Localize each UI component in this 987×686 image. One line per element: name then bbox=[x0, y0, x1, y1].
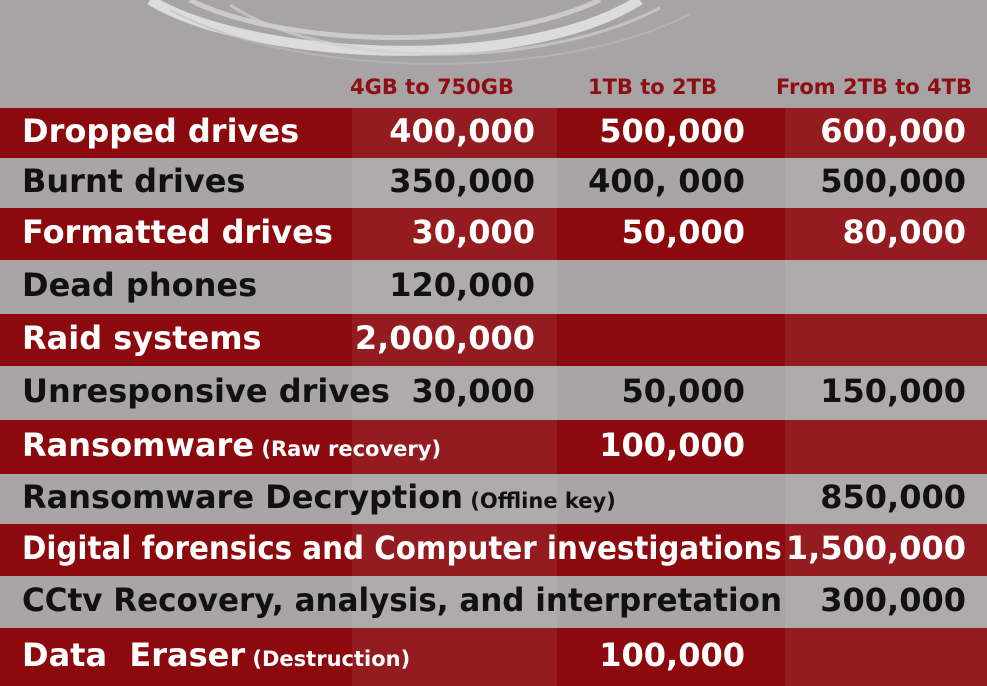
price-4gb-750gb: 2,000,000 bbox=[354, 319, 535, 357]
row-band bbox=[0, 260, 987, 314]
row-label-text: Unresponsive drives bbox=[22, 372, 390, 410]
row-band bbox=[0, 108, 987, 158]
price-2tb-4tb: 850,000 bbox=[820, 478, 966, 516]
price-1tb-2tb: 50,000 bbox=[621, 372, 745, 410]
price-4gb-750gb: 350,000 bbox=[389, 162, 535, 200]
row-label: Digital forensics and Computer investiga… bbox=[22, 532, 782, 564]
price-2tb-4tb: 150,000 bbox=[820, 372, 966, 410]
row-label-text: Ransomware Decryption bbox=[22, 478, 463, 516]
decorative-swirl bbox=[147, 0, 691, 65]
row-label-text: Burnt drives bbox=[22, 162, 246, 200]
row-label-note: (Offline key) bbox=[462, 489, 616, 513]
price-1tb-2tb: 100,000 bbox=[599, 426, 745, 464]
row-label: Raid systems bbox=[22, 322, 262, 354]
column-shade bbox=[352, 108, 557, 686]
row-label-text: CCtv Recovery, analysis, and interpretat… bbox=[22, 581, 782, 619]
row-band bbox=[0, 366, 987, 420]
row-label: Formatted drives bbox=[22, 216, 333, 248]
row-label: Dead phones bbox=[22, 269, 257, 301]
row-label-note: (Raw recovery) bbox=[254, 437, 442, 461]
row-label-note: (Destruction) bbox=[245, 647, 411, 671]
row-label: Ransomware (Raw recovery) bbox=[22, 429, 441, 461]
price-2tb-4tb: 300,000 bbox=[820, 581, 966, 619]
price-4gb-750gb: 400,000 bbox=[389, 112, 535, 150]
price-4gb-750gb: 30,000 bbox=[411, 372, 535, 410]
row-label: Unresponsive drives bbox=[22, 375, 390, 407]
price-2tb-4tb: 600,000 bbox=[820, 112, 966, 150]
row-label-text: Ransomware bbox=[22, 426, 255, 464]
price-2tb-4tb: 1,500,000 bbox=[785, 529, 966, 567]
price-4gb-750gb: 30,000 bbox=[411, 213, 535, 251]
column-header-1tb-2tb: 1TB to 2TB bbox=[588, 75, 717, 99]
column-header-4gb-750gb: 4GB to 750GB bbox=[350, 75, 515, 99]
column-header-2tb-4tb: From 2TB to 4TB bbox=[776, 75, 972, 99]
row-label: Burnt drives bbox=[22, 165, 245, 197]
price-1tb-2tb: 100,000 bbox=[599, 636, 745, 674]
row-band bbox=[0, 420, 987, 474]
price-1tb-2tb: 500,000 bbox=[599, 112, 745, 150]
row-band bbox=[0, 628, 987, 686]
row-label-text: Raid systems bbox=[22, 319, 262, 357]
row-label-text: Dead phones bbox=[22, 266, 258, 304]
row-label-text: Dropped drives bbox=[22, 112, 300, 150]
row-band bbox=[0, 576, 987, 628]
row-label: Dropped drives bbox=[22, 115, 299, 147]
row-label-text: Digital forensics and Computer investiga… bbox=[22, 529, 782, 567]
row-band bbox=[0, 524, 987, 576]
row-band bbox=[0, 474, 987, 524]
row-label-text: Data Eraser bbox=[22, 636, 246, 674]
row-label: Data Eraser (Destruction) bbox=[22, 639, 410, 671]
row-label-text: Formatted drives bbox=[22, 213, 333, 251]
row-label: Ransomware Decryption (Offline key) bbox=[22, 481, 616, 513]
column-shade bbox=[785, 108, 987, 686]
price-2tb-4tb: 500,000 bbox=[820, 162, 966, 200]
price-1tb-2tb: 50,000 bbox=[621, 213, 745, 251]
row-band bbox=[0, 158, 987, 208]
price-2tb-4tb: 80,000 bbox=[842, 213, 966, 251]
row-band bbox=[0, 208, 987, 260]
row-band bbox=[0, 314, 987, 366]
price-4gb-750gb: 120,000 bbox=[389, 266, 535, 304]
price-1tb-2tb: 400, 000 bbox=[588, 162, 745, 200]
row-label: CCtv Recovery, analysis, and interpretat… bbox=[22, 584, 782, 616]
